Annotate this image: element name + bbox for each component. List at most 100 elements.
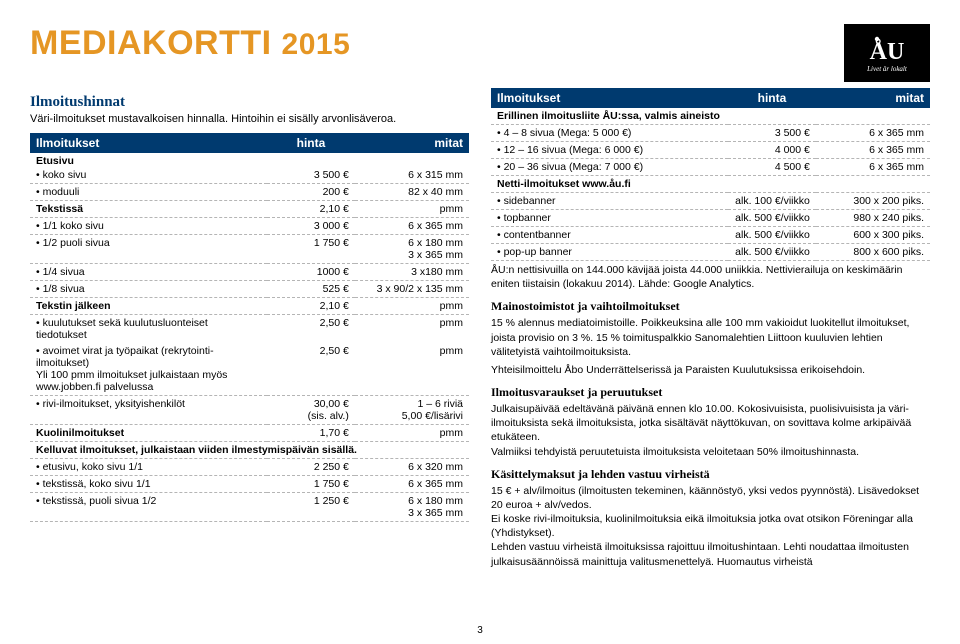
table-row: • kuulutukset sekä kuulutusluonteiset ti…: [30, 315, 469, 344]
table-row: • moduuli200 €82 x 40 mm: [30, 184, 469, 201]
cell: Netti-ilmoitukset www.åu.fi: [491, 176, 930, 193]
table-row: • 12 – 16 sivua (Mega: 6 000 €)4 000 €6 …: [491, 142, 930, 159]
cell: • 20 – 36 sivua (Mega: 7 000 €): [491, 159, 728, 176]
cell: 3 500 €: [267, 167, 355, 184]
cell: 2 250 €: [267, 459, 355, 476]
cell: Tekstissä: [30, 201, 267, 218]
title-year: 2015: [282, 28, 351, 61]
cell: 300 x 200 piks.: [816, 193, 930, 210]
svg-text:ÅU: ÅU: [870, 39, 905, 63]
th-l-1: hinta: [267, 133, 355, 153]
heading-kasittely: Käsittelymaksut ja lehden vastuu virheis…: [491, 467, 930, 482]
cell: alk. 500 €/viikko: [728, 244, 816, 261]
cell: 6 x 180 mm 3 x 365 mm: [355, 493, 469, 522]
table-row: Netti-ilmoitukset www.åu.fi: [491, 176, 930, 193]
table-row: Erillinen ilmoitusliite ÅU:ssa, valmis a…: [491, 108, 930, 125]
cell: 1 750 €: [267, 476, 355, 493]
cell: 6 x 180 mm 3 x 365 mm: [355, 235, 469, 264]
table-row: • contentbanneralk. 500 €/viikko600 x 30…: [491, 227, 930, 244]
cell: Kelluvat ilmoitukset, julkaistaan viiden…: [30, 442, 469, 459]
cell: 600 x 300 piks.: [816, 227, 930, 244]
cell: pmm: [355, 343, 469, 396]
cell: • topbanner: [491, 210, 728, 227]
au-logo-icon: ÅU: [862, 35, 912, 63]
table-row: Kuolinilmoitukset1,70 €pmm: [30, 425, 469, 442]
cell: Etusivu: [30, 153, 267, 167]
cell: • 1/8 sivua: [30, 281, 267, 298]
heading-varaukset: Ilmoitusvaraukset ja peruutukset: [491, 385, 930, 400]
cell: • pop-up banner: [491, 244, 728, 261]
cell: 2,10 €: [267, 201, 355, 218]
intro-text: Väri-ilmoitukset mustavalkoisen hinnalla…: [30, 113, 469, 125]
left-column: Ilmoitushinnat Väri-ilmoitukset mustaval…: [30, 88, 469, 569]
cell: 1 250 €: [267, 493, 355, 522]
cell: 3 x 90/2 x 135 mm: [355, 281, 469, 298]
cell: • 1/4 sivua: [30, 264, 267, 281]
logo-tagline: Livet är lokalt: [867, 65, 907, 73]
table-row: • rivi-ilmoitukset, yksityishenkilöt30,0…: [30, 396, 469, 425]
cell: 3 x180 mm: [355, 264, 469, 281]
cell: • contentbanner: [491, 227, 728, 244]
cell: 6 x 365 mm: [816, 159, 930, 176]
price-table-left: Ilmoitukset hinta mitat Etusivu• koko si…: [30, 133, 469, 522]
cell: 6 x 365 mm: [355, 476, 469, 493]
page-title: MEDIAKORTTI 2015: [30, 24, 350, 63]
cell: • koko sivu: [30, 167, 267, 184]
cell: 1,70 €: [267, 425, 355, 442]
cell: 3 500 €: [728, 125, 816, 142]
cell: • 4 – 8 sivua (Mega: 5 000 €): [491, 125, 728, 142]
right-column: Ilmoitukset hinta mitat Erillinen ilmoit…: [491, 88, 930, 569]
cell: 1000 €: [267, 264, 355, 281]
th-r-2: mitat: [816, 88, 930, 108]
cell: pmm: [355, 315, 469, 344]
table-row: • 1/2 puoli sivua1 750 €6 x 180 mm 3 x 3…: [30, 235, 469, 264]
cell: 3 000 €: [267, 218, 355, 235]
cell: • 1/2 puoli sivua: [30, 235, 267, 264]
para-kasittely: 15 € + alv/ilmoitus (ilmoitusten tekemin…: [491, 484, 930, 569]
table-row: Tekstin jälkeen2,10 €pmm: [30, 298, 469, 315]
cell: alk. 500 €/viikko: [728, 210, 816, 227]
cell: 2,50 €: [267, 315, 355, 344]
cell: 30,00 € (sis. alv.): [267, 396, 355, 425]
section-heading-left: Ilmoitushinnat: [30, 94, 469, 111]
table-row: Etusivu: [30, 153, 469, 167]
cell: 6 x 365 mm: [816, 142, 930, 159]
cell: • etusivu, koko sivu 1/1: [30, 459, 267, 476]
table-row: • 1/1 koko sivu3 000 €6 x 365 mm: [30, 218, 469, 235]
cell: 6 x 365 mm: [355, 218, 469, 235]
cell: • sidebanner: [491, 193, 728, 210]
table-row: • koko sivu3 500 €6 x 315 mm: [30, 167, 469, 184]
table-row: • sidebanneralk. 100 €/viikko300 x 200 p…: [491, 193, 930, 210]
cell: 525 €: [267, 281, 355, 298]
cell: 980 x 240 piks.: [816, 210, 930, 227]
cell: [355, 153, 469, 167]
cell: • tekstissä, koko sivu 1/1: [30, 476, 267, 493]
th-l-2: mitat: [355, 133, 469, 153]
table-row: • tekstissä, puoli sivua 1/21 250 €6 x 1…: [30, 493, 469, 522]
cell: 800 x 600 piks.: [816, 244, 930, 261]
cell: 2,50 €: [267, 343, 355, 396]
table-row: • avoimet virat ja työpaikat (rekrytoint…: [30, 343, 469, 396]
header: MEDIAKORTTI 2015 ÅU Livet är lokalt: [30, 24, 930, 82]
cell: 6 x 320 mm: [355, 459, 469, 476]
cell: • moduuli: [30, 184, 267, 201]
cell: Tekstin jälkeen: [30, 298, 267, 315]
cell: • rivi-ilmoitukset, yksityishenkilöt: [30, 396, 267, 425]
table-row: • 20 – 36 sivua (Mega: 7 000 €)4 500 €6 …: [491, 159, 930, 176]
cell: 6 x 315 mm: [355, 167, 469, 184]
cell: 82 x 40 mm: [355, 184, 469, 201]
th-l-0: Ilmoitukset: [30, 133, 267, 153]
cell: pmm: [355, 201, 469, 218]
cell: Kuolinilmoitukset: [30, 425, 267, 442]
cell: 1 – 6 riviä 5,00 €/lisärivi: [355, 396, 469, 425]
cell: • tekstissä, puoli sivua 1/2: [30, 493, 267, 522]
price-table-right: Ilmoitukset hinta mitat Erillinen ilmoit…: [491, 88, 930, 261]
cell: alk. 100 €/viikko: [728, 193, 816, 210]
page-number: 3: [477, 625, 483, 636]
table-row: Tekstissä2,10 €pmm: [30, 201, 469, 218]
table-row: • 1/8 sivua525 €3 x 90/2 x 135 mm: [30, 281, 469, 298]
table-row: • pop-up banneralk. 500 €/viikko800 x 60…: [491, 244, 930, 261]
cell: [267, 153, 355, 167]
table-row: • etusivu, koko sivu 1/12 250 €6 x 320 m…: [30, 459, 469, 476]
para-mainostoimistot: 15 % alennus mediatoimistoille. Poikkeuk…: [491, 316, 930, 359]
